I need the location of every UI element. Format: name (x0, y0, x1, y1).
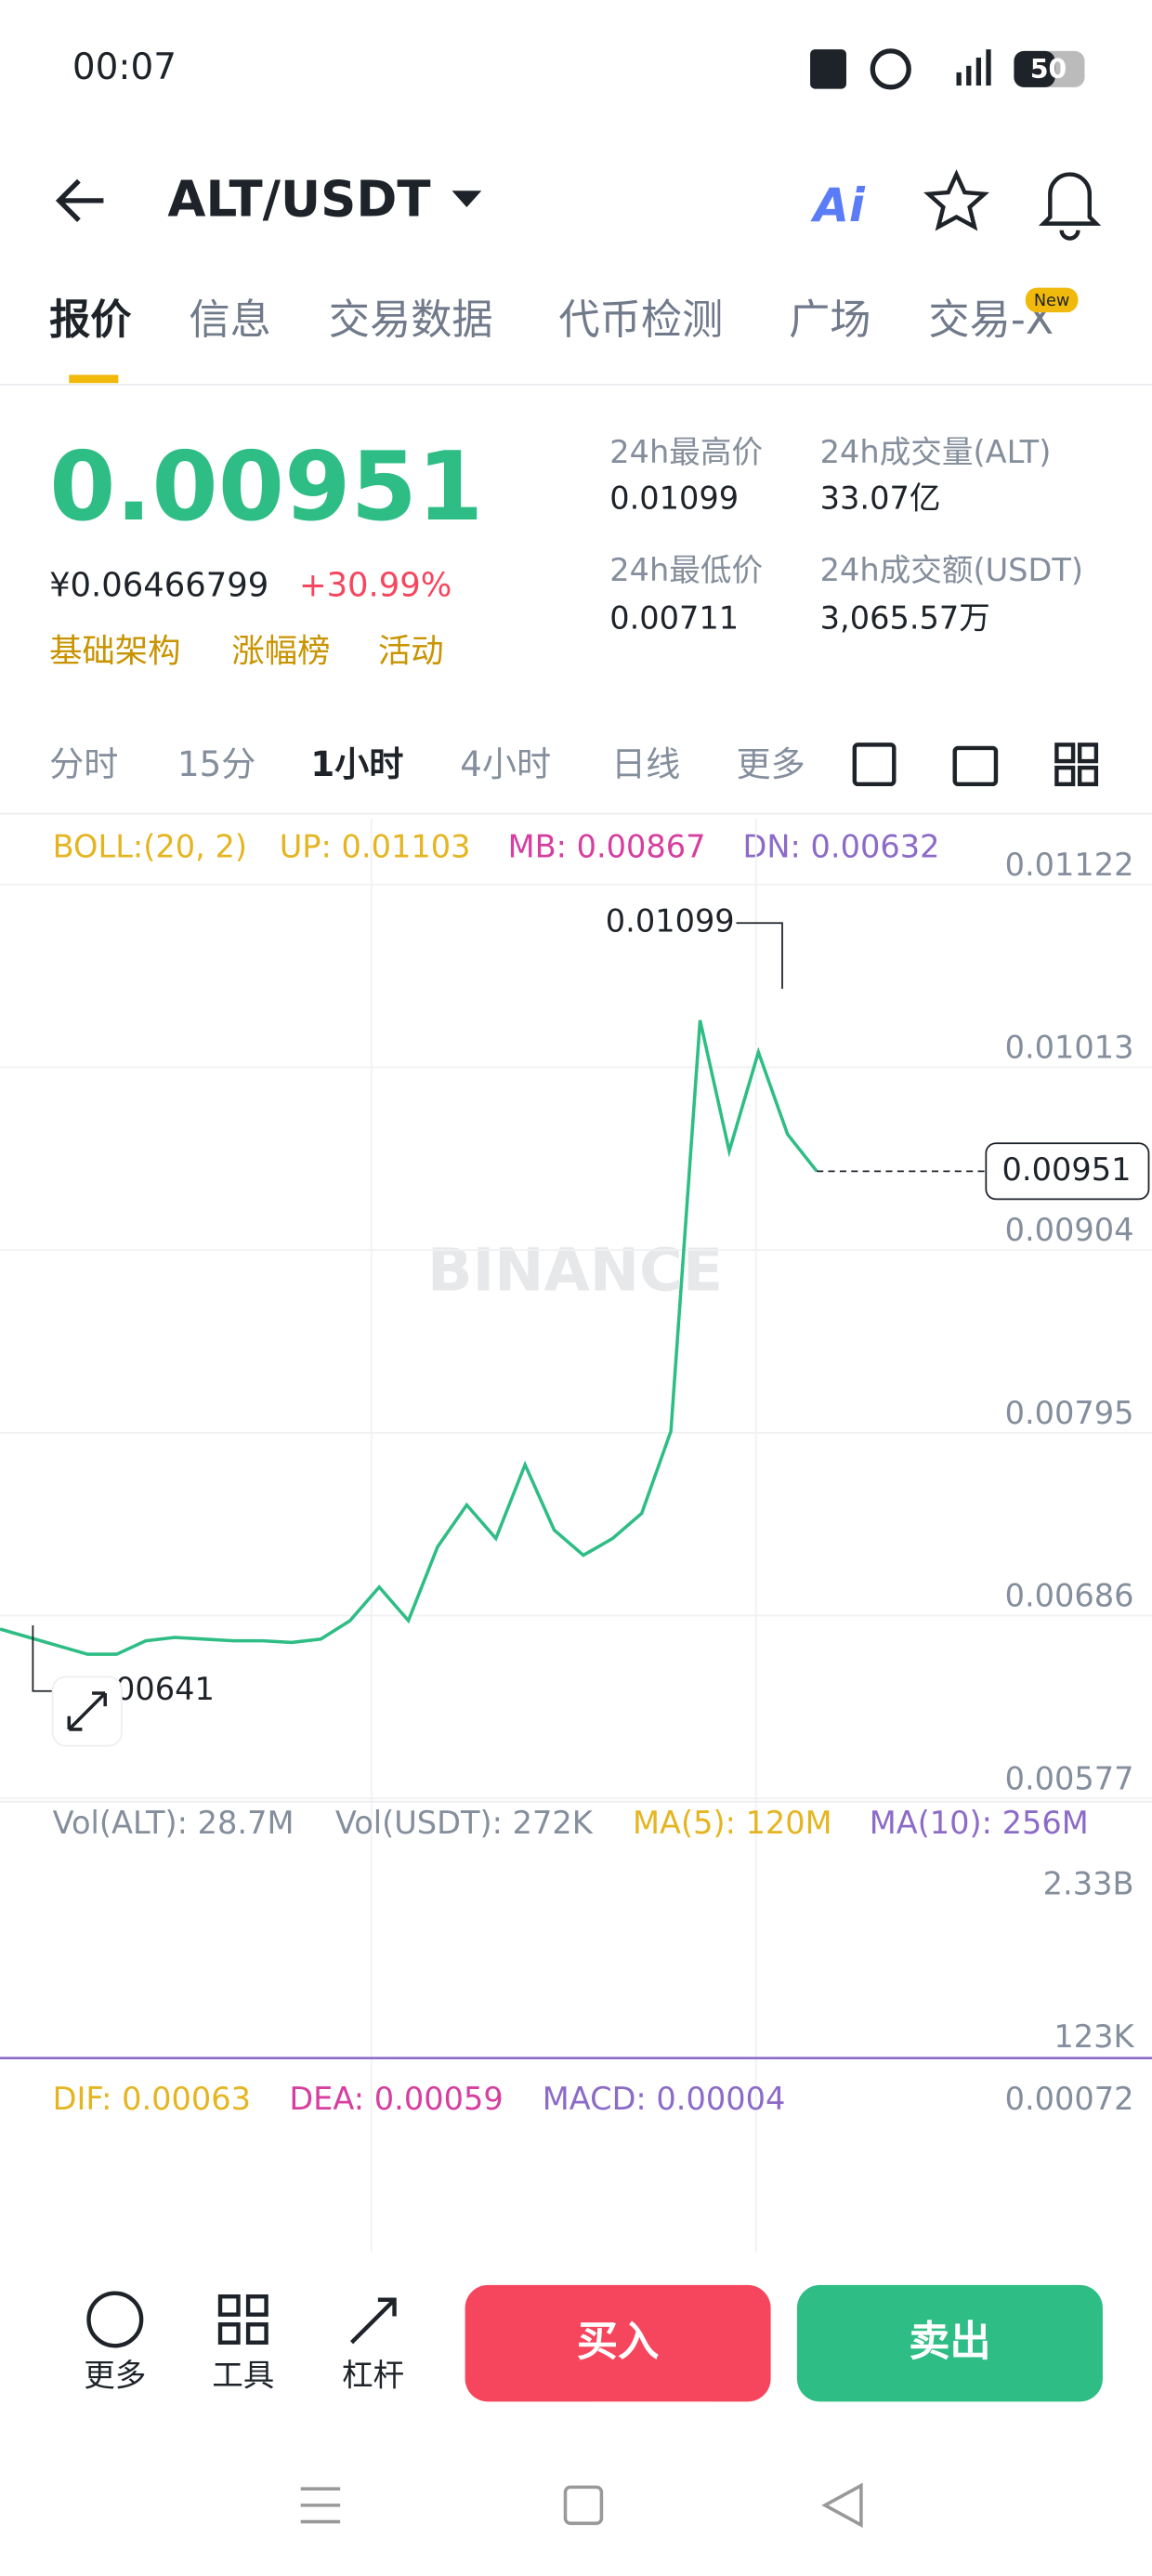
high-label: 0.01099 (606, 903, 735, 940)
stat-label: 24h成交额(USDT) (820, 552, 1083, 588)
battery-level (1014, 50, 1055, 87)
tools-icon[interactable] (217, 2294, 268, 2345)
favorite[interactable] (923, 169, 989, 231)
new-badge: New (1034, 292, 1070, 310)
intervals: 分时 15分 1小时 4小时 日线 更多 (49, 744, 805, 784)
boll-label: BOLL:(20, 2) (53, 828, 247, 864)
vol-ma5: MA(5): 120M (633, 1805, 832, 1841)
signal-icon (956, 49, 991, 86)
boll-up: UP: 0.01103 (280, 828, 471, 864)
price-line (0, 1019, 818, 1656)
last-price-box (985, 1142, 1150, 1201)
y-tick-label: 0.00904 (1005, 1212, 1134, 1248)
stat-value: 0.01099 (609, 480, 739, 516)
tag[interactable]: 基础架构 (49, 632, 180, 670)
tab[interactable]: 报价 (49, 296, 132, 344)
y-tick-label: 0.00795 (1005, 1395, 1134, 1431)
nav-home[interactable] (563, 2485, 604, 2526)
tool-label[interactable]: 工具 (212, 2357, 274, 2393)
stat-value: 3,065.57万 (820, 599, 990, 636)
macd: MACD: 0.00004 (543, 2081, 786, 2117)
interval[interactable]: 更多 (736, 744, 805, 784)
stat-value: 0.00711 (609, 599, 739, 636)
tabs: 报价 信息 交易数据 代币检测 广场 交易-X (49, 296, 1054, 344)
nfc-icon (810, 49, 846, 89)
battery-text: 50 (1030, 54, 1067, 85)
dif: DIF: 0.00063 (53, 2081, 251, 2117)
vol-ma10: MA(10): 256M (870, 1805, 1089, 1841)
change: +30.99% (299, 567, 452, 605)
boll-mb: MB: 0.00867 (508, 828, 706, 864)
tool-icon[interactable] (952, 745, 999, 787)
macd-tick: 0.00072 (1005, 2081, 1134, 2117)
new-badge-bg (1025, 287, 1079, 313)
more-icon[interactable] (86, 2291, 144, 2348)
vol-label: Vol(ALT): 28.7M (53, 1805, 295, 1841)
ai-button[interactable]: Ai (810, 178, 866, 232)
tool-icon[interactable] (1054, 743, 1099, 787)
tag[interactable]: 活动 (378, 632, 444, 670)
sell-button[interactable] (796, 2284, 1103, 2402)
stat-value: 33.07亿 (820, 480, 941, 516)
tool-label[interactable]: 更多 (84, 2357, 146, 2393)
stat-label: 24h最高价 (609, 434, 763, 470)
tool-icon[interactable] (852, 743, 897, 787)
interval[interactable]: 分时 (49, 744, 118, 784)
tab[interactable]: 交易数据 (329, 296, 493, 344)
nav-menu[interactable] (300, 2487, 341, 2524)
interval[interactable]: 4小时 (460, 744, 551, 784)
alarm-icon (870, 48, 911, 90)
back-button[interactable] (55, 178, 104, 222)
sell-label[interactable]: 卖出 (909, 2319, 990, 2366)
stat-label: 24h最低价 (609, 552, 763, 588)
last-price: 0.00951 (49, 432, 483, 543)
boll-dn: DN: 0.00632 (743, 828, 940, 864)
tab-underline (69, 375, 119, 384)
tool-label[interactable]: 杠杆 (342, 2357, 404, 2393)
price-chart: 0.01122 0.01013 0.00904 0.00795 0.00686 0.005… (0, 847, 1152, 1800)
tab[interactable]: 广场 (789, 296, 871, 344)
pair-dropdown[interactable] (452, 191, 482, 207)
vol-tick: 123K (1054, 2018, 1134, 2055)
watermark: BINANCE (427, 1237, 723, 1306)
high-marker (736, 922, 783, 989)
tab[interactable]: 代币检测 (558, 296, 723, 344)
y-tick-label: 0.01122 (1005, 847, 1134, 883)
y-tick-label: 0.00577 (1005, 1760, 1134, 1796)
leverage-icon[interactable] (349, 2297, 397, 2345)
pair[interactable]: ALT/USDT (167, 170, 430, 228)
expand-icon (67, 1691, 107, 1731)
buy-button[interactable] (465, 2284, 771, 2402)
interval[interactable]: 15分 (177, 744, 255, 784)
alert[interactable] (1038, 172, 1102, 241)
interval[interactable]: 日线 (611, 744, 680, 784)
time: 00:07 (72, 46, 177, 88)
y-tick-label: 0.01013 (1005, 1029, 1134, 1065)
cny-price: ¥0.06466799 (49, 567, 268, 605)
buy-label[interactable]: 买入 (577, 2319, 659, 2366)
interval[interactable]: 1小时 (310, 744, 403, 784)
tag[interactable]: 涨幅榜 (231, 632, 330, 670)
chart-tools (852, 743, 1099, 787)
nav-back[interactable] (821, 2482, 863, 2529)
tab[interactable]: 信息 (189, 296, 270, 344)
y-tick-label: 0.00686 (1005, 1578, 1134, 1614)
vol-tick: 2.33B (1043, 1865, 1134, 1901)
last-price-label: 0.00951 (1002, 1151, 1132, 1188)
dea: DEA: 0.00059 (289, 2081, 503, 2117)
vol-label: Vol(USDT): 272K (335, 1805, 594, 1841)
stat-label: 24h成交量(ALT) (820, 434, 1052, 470)
